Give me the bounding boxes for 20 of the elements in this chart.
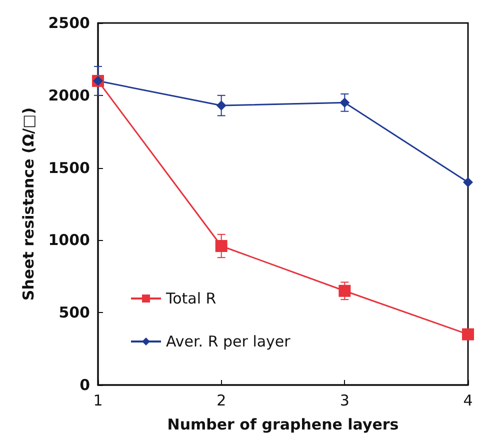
y-tick-label: 2500 — [48, 14, 90, 32]
point — [215, 240, 228, 252]
x-tick-label: 2 — [216, 392, 226, 410]
y-tick-label: 2000 — [48, 86, 90, 104]
y-tick-label: 1000 — [48, 231, 90, 250]
point — [340, 98, 350, 108]
legend-label: Total R — [165, 290, 216, 308]
point — [463, 177, 473, 188]
x-axis-title: Number of graphene layers — [167, 416, 399, 434]
point — [462, 328, 474, 340]
x-tick-label: 1 — [93, 392, 103, 410]
x-tick-label: 3 — [340, 392, 350, 410]
y-axis-title: Sheet resistance (Ω/□) — [20, 107, 38, 301]
x-tick-label: 4 — [463, 392, 473, 410]
point — [216, 100, 226, 111]
point — [338, 284, 351, 297]
y-tick-label: 1500 — [48, 158, 90, 177]
legend-label: Aver. R per layer — [166, 332, 292, 350]
y-tick-label: 500 — [58, 304, 90, 322]
y-tick-label: 0 — [80, 376, 90, 394]
